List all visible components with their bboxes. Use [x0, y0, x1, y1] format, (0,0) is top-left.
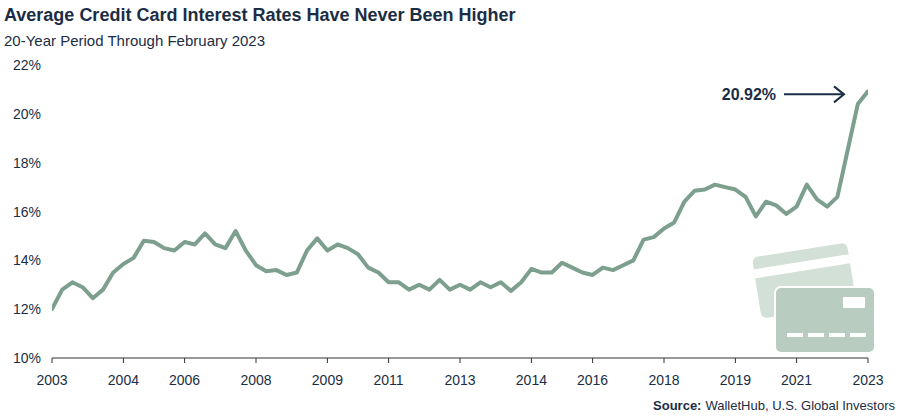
y-tick-label: 12% [13, 301, 41, 317]
y-tick-label: 10% [13, 350, 41, 366]
x-tick-label: 2003 [36, 372, 67, 388]
x-tick [123, 358, 124, 363]
chart: Average Credit Card Interest Rates Have … [0, 0, 900, 417]
x-tick [327, 358, 328, 363]
x-tick-label: 2013 [444, 372, 475, 388]
x-tick [735, 358, 736, 363]
x-tick [256, 358, 257, 363]
card-chip [843, 297, 865, 308]
x-tick-label: 2011 [374, 372, 404, 388]
annotation-arrowhead [834, 86, 844, 102]
x-tick-label: 2016 [577, 372, 608, 388]
card-digits [829, 333, 845, 337]
x-tick-label: 2019 [720, 372, 751, 388]
source-text: WalletHub, U.S. Global Investors [705, 398, 895, 413]
source: Source: WalletHub, U.S. Global Investors [653, 398, 895, 413]
card-front [775, 287, 875, 353]
x-tick-label: 2014 [516, 372, 547, 388]
x-tick-label: 2023 [852, 372, 883, 388]
card-digits [850, 333, 866, 337]
plot-area [52, 91, 868, 309]
x-tick [796, 358, 797, 363]
x-tick [592, 358, 593, 363]
x-tick [388, 358, 389, 363]
card-back-stripe [754, 254, 850, 278]
rate-line [52, 91, 868, 309]
annotation-arrow [784, 93, 843, 95]
source-label: Source: [653, 398, 701, 413]
x-tick [664, 358, 665, 363]
x-tick-label: 2008 [240, 372, 271, 388]
x-tick [460, 358, 461, 363]
x-tick [868, 358, 869, 363]
y-tick-label: 18% [13, 155, 41, 171]
x-tick-label: 2018 [648, 372, 679, 388]
x-tick [531, 358, 532, 363]
x-tick-label: 2009 [312, 372, 343, 388]
x-tick-label: 2006 [169, 372, 200, 388]
title: Average Credit Card Interest Rates Have … [4, 5, 516, 25]
y-tick-label: 20% [13, 106, 41, 122]
card-digits [808, 333, 824, 337]
x-tick-label: 2021 [781, 372, 812, 388]
x-tick [52, 358, 53, 363]
subtitle: 20-Year Period Through February 2023 [4, 32, 265, 49]
annotation: 20.92% [722, 86, 776, 103]
x-tick [184, 358, 185, 363]
y-tick-label: 16% [13, 204, 41, 220]
x-tick-label: 2004 [108, 372, 139, 388]
card-icon [752, 243, 875, 353]
y-tick-label: 14% [13, 252, 41, 268]
y-tick-label: 22% [13, 57, 41, 73]
card-digits [787, 333, 803, 337]
